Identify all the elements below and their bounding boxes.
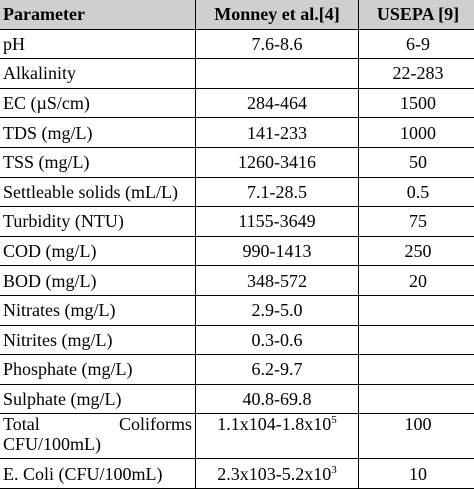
row-monney-value: 1260-3416 — [196, 147, 359, 177]
row-parameter: Sulphate (mg/L) — [0, 384, 196, 414]
header-usepa: USEPA [9] — [359, 0, 474, 29]
row-parameter: Alkalinity — [0, 59, 196, 89]
header-monney: Monney et al.[4] — [196, 0, 359, 29]
row-monney-value: 284-464 — [196, 88, 359, 118]
row-parameter: Turbidity (NTU) — [0, 207, 196, 237]
row-monney-value — [196, 59, 359, 89]
row-parameter: Nitrates (mg/L) — [0, 295, 196, 325]
table-row: TSS (mg/L) 1260-3416 50 — [0, 147, 474, 177]
header-parameter: Parameter — [0, 0, 196, 29]
table-row: pH 7.6-8.6 6-9 — [0, 29, 474, 59]
row-monney-value: 40.8-69.8 — [196, 384, 359, 414]
table-row: Sulphate (mg/L) 40.8-69.8 — [0, 384, 474, 414]
row-monney-value: 7.1-28.5 — [196, 177, 359, 207]
row-usepa-value: 1500 — [359, 88, 474, 118]
row-parameter: TSS (mg/L) — [0, 147, 196, 177]
table-row: Turbidity (NTU) 1155-3649 75 — [0, 207, 474, 237]
row-usepa-value: 10 — [359, 459, 474, 489]
row-usepa-value: 0.5 — [359, 177, 474, 207]
row-monney-value: 990-1413 — [196, 236, 359, 266]
row-monney-value: 348-572 — [196, 266, 359, 296]
row-parameter-total-coliforms: Total Coliforms CFU/100mL) — [0, 414, 196, 459]
row-usepa-value: 50 — [359, 147, 474, 177]
row-usepa-value — [359, 295, 474, 325]
total-coliforms-monney-exponent: 5 — [331, 414, 337, 426]
table-row: Alkalinity 22-283 — [0, 59, 474, 89]
total-coliforms-unit: CFU/100mL) — [3, 434, 192, 454]
row-parameter: E. Coli (CFU/100mL) — [0, 459, 196, 489]
e-coli-monney-base: 2.3x103-5.2x10 — [217, 464, 331, 484]
total-coliforms-word-total: Total — [3, 414, 40, 434]
table-row: EC (µS/cm) 284-464 1500 — [0, 88, 474, 118]
row-monney-value: 1.1x104-1.8x105 — [196, 414, 359, 459]
row-usepa-value — [359, 355, 474, 385]
table-row: Settleable solids (mL/L) 7.1-28.5 0.5 — [0, 177, 474, 207]
row-usepa-value: 1000 — [359, 118, 474, 148]
table-row: COD (mg/L) 990-1413 250 — [0, 236, 474, 266]
row-usepa-value — [359, 384, 474, 414]
row-usepa-value — [359, 325, 474, 355]
row-parameter: EC (µS/cm) — [0, 88, 196, 118]
row-monney-value: 2.9-5.0 — [196, 295, 359, 325]
table-row-total-coliforms: Total Coliforms CFU/100mL) 1.1x104-1.8x1… — [0, 414, 474, 459]
total-coliforms-word-coliforms: Coliforms — [119, 414, 192, 434]
row-usepa-value: 75 — [359, 207, 474, 237]
row-monney-value: 2.3x103-5.2x103 — [196, 459, 359, 489]
row-monney-value: 1155-3649 — [196, 207, 359, 237]
row-parameter: Phosphate (mg/L) — [0, 355, 196, 385]
row-parameter: TDS (mg/L) — [0, 118, 196, 148]
row-usepa-value: 20 — [359, 266, 474, 296]
table-row: TDS (mg/L) 141-233 1000 — [0, 118, 474, 148]
table-header-row: Parameter Monney et al.[4] USEPA [9] — [0, 0, 474, 29]
row-parameter: COD (mg/L) — [0, 236, 196, 266]
e-coli-monney-exponent: 3 — [331, 464, 337, 476]
row-monney-value: 0.3-0.6 — [196, 325, 359, 355]
row-monney-value: 7.6-8.6 — [196, 29, 359, 59]
table-row: Phosphate (mg/L) 6.2-9.7 — [0, 355, 474, 385]
row-parameter: Nitrites (mg/L) — [0, 325, 196, 355]
row-usepa-value: 6-9 — [359, 29, 474, 59]
table-row-e-coli: E. Coli (CFU/100mL) 2.3x103-5.2x103 10 — [0, 459, 474, 489]
row-usepa-value: 100 — [359, 414, 474, 459]
total-coliforms-first-line: Total Coliforms — [3, 414, 192, 434]
table-row: Nitrates (mg/L) 2.9-5.0 — [0, 295, 474, 325]
total-coliforms-monney-base: 1.1x104-1.8x10 — [217, 414, 331, 434]
row-parameter: Settleable solids (mL/L) — [0, 177, 196, 207]
table-row: Nitrites (mg/L) 0.3-0.6 — [0, 325, 474, 355]
row-usepa-value: 22-283 — [359, 59, 474, 89]
row-monney-value: 6.2-9.7 — [196, 355, 359, 385]
table-row: BOD (mg/L) 348-572 20 — [0, 266, 474, 296]
row-monney-value: 141-233 — [196, 118, 359, 148]
row-parameter: BOD (mg/L) — [0, 266, 196, 296]
row-usepa-value: 250 — [359, 236, 474, 266]
row-parameter: pH — [0, 29, 196, 59]
